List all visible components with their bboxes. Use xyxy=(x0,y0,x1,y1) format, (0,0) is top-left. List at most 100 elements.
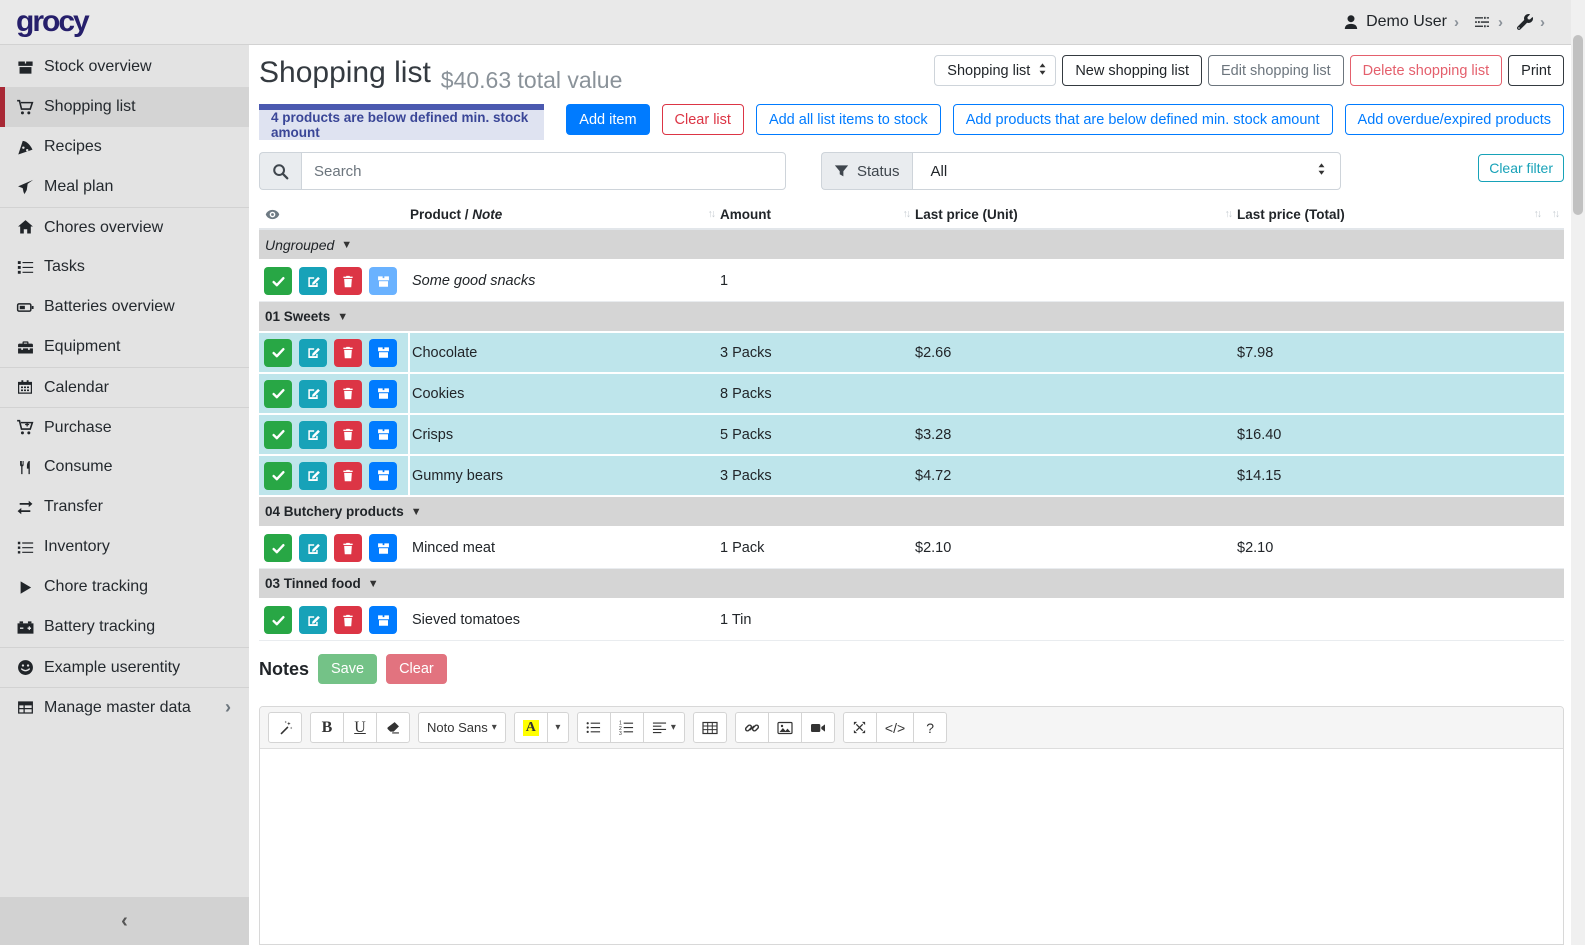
item-amount: 5 Packs xyxy=(720,426,772,443)
user-menu[interactable]: Demo User › xyxy=(1343,13,1459,31)
sidebar-item-consume[interactable]: Consume xyxy=(0,447,249,487)
add-to-stock-button[interactable] xyxy=(369,267,397,295)
edit-item-button[interactable] xyxy=(299,534,327,562)
code-view-button[interactable]: </> xyxy=(875,712,915,743)
sidebar-collapse-button[interactable]: ‹ xyxy=(0,897,249,945)
group-header-03-tinned-food[interactable]: 03 Tinned food ▼ xyxy=(259,569,1564,600)
mark-done-button[interactable] xyxy=(264,379,292,408)
notes-save-button[interactable]: Save xyxy=(318,654,378,684)
clear-formatting-button[interactable] xyxy=(376,712,410,743)
unordered-list-button[interactable] xyxy=(576,712,611,743)
product-column-header[interactable]: Product / Note ↑↓ xyxy=(410,206,716,222)
table-header: Product / Note ↑↓ Amount ↑↓ Last price (… xyxy=(259,200,1564,230)
mark-done-button[interactable] xyxy=(264,267,292,295)
delete-item-button[interactable] xyxy=(334,267,362,295)
edit-item-button[interactable] xyxy=(299,420,327,449)
delete-item-button[interactable] xyxy=(334,461,362,490)
sidebar-item-equipment[interactable]: Equipment xyxy=(0,327,249,367)
edit-item-button[interactable] xyxy=(299,338,327,367)
delete-item-button[interactable] xyxy=(334,534,362,562)
eraser-icon xyxy=(386,722,399,734)
search-icon xyxy=(273,163,289,179)
table-row: Cookies 8 Packs xyxy=(259,374,1564,415)
delete-item-button[interactable] xyxy=(334,338,362,367)
item-amount: 3 Packs xyxy=(720,467,772,484)
sidebar-item-transfer[interactable]: Transfer xyxy=(0,487,249,527)
edit-item-button[interactable] xyxy=(299,379,327,408)
delete-item-button[interactable] xyxy=(334,420,362,449)
add-to-stock-button[interactable] xyxy=(369,606,397,634)
add-overdue-button[interactable]: Add overdue/expired products xyxy=(1344,104,1564,135)
sidebar-item-batteries-overview[interactable]: Batteries overview xyxy=(0,287,249,327)
notes-clear-button[interactable]: Clear xyxy=(386,654,447,684)
group-header-ungrouped[interactable]: Ungrouped ▼ xyxy=(259,230,1564,261)
add-to-stock-button[interactable] xyxy=(369,338,397,367)
sidebar-item-meal-plan[interactable]: Meal plan xyxy=(0,167,249,207)
settings-menu[interactable]: › xyxy=(1473,14,1503,31)
insert-video-button[interactable] xyxy=(800,712,835,743)
delete-item-button[interactable] xyxy=(334,606,362,634)
admin-menu[interactable]: › xyxy=(1517,14,1545,31)
edit-item-button[interactable] xyxy=(299,267,327,295)
sidebar-item-purchase[interactable]: Purchase xyxy=(0,407,249,447)
sidebar-item-stock-overview[interactable]: Stock overview xyxy=(0,47,249,87)
bold-button[interactable]: B xyxy=(310,712,344,743)
sidebar-item-manage-master-data[interactable]: Manage master data › xyxy=(0,687,249,727)
shopping-list-select[interactable]: Shopping list xyxy=(934,55,1057,86)
insert-link-button[interactable] xyxy=(734,712,769,743)
item-unit-price: $2.66 xyxy=(915,344,952,361)
mark-done-button[interactable] xyxy=(264,534,292,562)
help-button[interactable]: ? xyxy=(913,712,948,743)
sidebar-item-battery-tracking[interactable]: Battery tracking xyxy=(0,607,249,647)
new-shopping-list-button[interactable]: New shopping list xyxy=(1062,55,1202,86)
amount-column-header[interactable]: Amount ↑↓ xyxy=(720,206,911,222)
sidebar-item-calendar[interactable]: Calendar xyxy=(0,367,249,407)
last-price-total-column-header[interactable]: Last price (Total) ↑↓ xyxy=(1237,206,1542,222)
underline-button[interactable]: U xyxy=(343,712,377,743)
sidebar-item-shopping-list[interactable]: Shopping list xyxy=(0,87,249,127)
status-select[interactable]: All xyxy=(911,152,1341,190)
font-color-button[interactable]: A xyxy=(513,712,548,743)
add-item-button[interactable]: Add item xyxy=(566,104,650,135)
add-below-min-button[interactable]: Add products that are below defined min.… xyxy=(952,104,1333,135)
notes-textarea[interactable] xyxy=(260,749,1563,944)
font-color-dropdown[interactable]: ▾ xyxy=(546,712,569,743)
sidebar-item-inventory[interactable]: Inventory xyxy=(0,527,249,567)
edit-item-button[interactable] xyxy=(299,461,327,490)
insert-picture-button[interactable] xyxy=(767,712,802,743)
extra-column-header[interactable]: ↑↓ xyxy=(1546,200,1564,228)
clear-filter-button[interactable]: Clear filter xyxy=(1478,154,1564,182)
magic-style-button[interactable] xyxy=(268,712,302,743)
font-family-select[interactable]: Noto Sans ▾ xyxy=(418,712,506,743)
delete-shopping-list-button[interactable]: Delete shopping list xyxy=(1349,55,1503,86)
paragraph-align-button[interactable]: ▾ xyxy=(642,712,685,743)
mark-done-button[interactable] xyxy=(264,606,292,634)
insert-table-button[interactable] xyxy=(692,712,727,743)
edit-shopping-list-button[interactable]: Edit shopping list xyxy=(1207,55,1344,86)
delete-item-button[interactable] xyxy=(334,379,362,408)
group-header-04-butchery-products[interactable]: 04 Butchery products ▼ xyxy=(259,497,1564,528)
add-all-to-stock-button[interactable]: Add all list items to stock xyxy=(755,104,941,135)
add-to-stock-button[interactable] xyxy=(369,379,397,408)
sidebar-item-chores-overview[interactable]: Chores overview xyxy=(0,207,249,247)
add-to-stock-button[interactable] xyxy=(369,420,397,449)
fullscreen-button[interactable] xyxy=(842,712,877,743)
sidebar-item-chore-tracking[interactable]: Chore tracking xyxy=(0,567,249,607)
clear-list-button[interactable]: Clear list xyxy=(661,104,744,135)
mark-done-button[interactable] xyxy=(264,461,292,490)
sidebar-item-tasks[interactable]: Tasks xyxy=(0,247,249,287)
add-to-stock-button[interactable] xyxy=(369,534,397,562)
group-header-01-sweets[interactable]: 01 Sweets ▼ xyxy=(259,302,1564,333)
last-price-unit-column-header[interactable]: Last price (Unit) ↑↓ xyxy=(915,206,1233,222)
mark-done-button[interactable] xyxy=(264,420,292,449)
sidebar-item-recipes[interactable]: Recipes xyxy=(0,127,249,167)
scrollbar-thumb[interactable] xyxy=(1573,35,1583,215)
add-to-stock-button[interactable] xyxy=(369,461,397,490)
item-amount: 8 Packs xyxy=(720,385,772,402)
search-input[interactable] xyxy=(301,152,786,190)
mark-done-button[interactable] xyxy=(264,338,292,367)
sidebar-item-example-userentity[interactable]: Example userentity xyxy=(0,647,249,687)
print-button[interactable]: Print xyxy=(1508,55,1564,86)
edit-item-button[interactable] xyxy=(299,606,327,634)
